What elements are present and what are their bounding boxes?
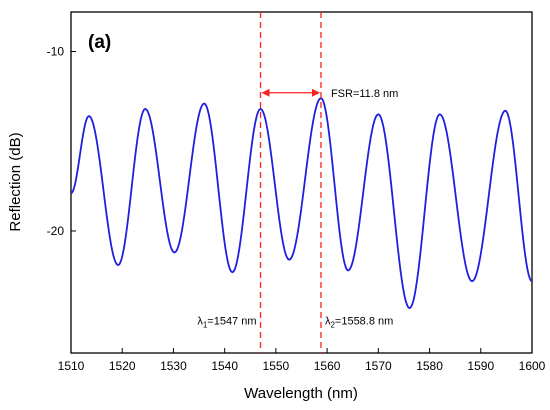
x-tick-label: 1510 xyxy=(58,359,85,373)
x-tick-label: 1520 xyxy=(109,359,136,373)
x-axis-label: Wavelength (nm) xyxy=(244,385,358,402)
x-tick-label: 1560 xyxy=(314,359,341,373)
x-tick-label: 1530 xyxy=(160,359,187,373)
plot-frame xyxy=(70,11,533,354)
marker-label-2: λ2=1558.8 nm xyxy=(325,315,393,329)
panel-label: (a) xyxy=(88,32,111,53)
y-axis-label: Reflection (dB) xyxy=(7,132,24,231)
x-tick-label: 1600 xyxy=(519,359,546,373)
x-tick-label: 1540 xyxy=(211,359,238,373)
x-tick-label: 1550 xyxy=(263,359,290,373)
wavelength-markers: λ1=1547 nm λ2=1558.8 nm xyxy=(197,12,393,353)
x-tick-label: 1570 xyxy=(365,359,392,373)
x-tick-label: 1580 xyxy=(416,359,443,373)
marker-label-1: λ1=1547 nm xyxy=(197,315,256,329)
x-axis: 1510 1520 1530 1540 1550 1560 1570 1580 1590 1600 xyxy=(58,348,546,373)
x-tick-label: 1590 xyxy=(467,359,494,373)
y-axis: -10 -20 xyxy=(47,44,76,238)
fsr-label: FSR=11.8 nm xyxy=(331,88,398,100)
reflection-series-line xyxy=(71,97,532,310)
y-tick-label: -10 xyxy=(47,44,65,58)
y-tick-label: -20 xyxy=(47,224,65,238)
